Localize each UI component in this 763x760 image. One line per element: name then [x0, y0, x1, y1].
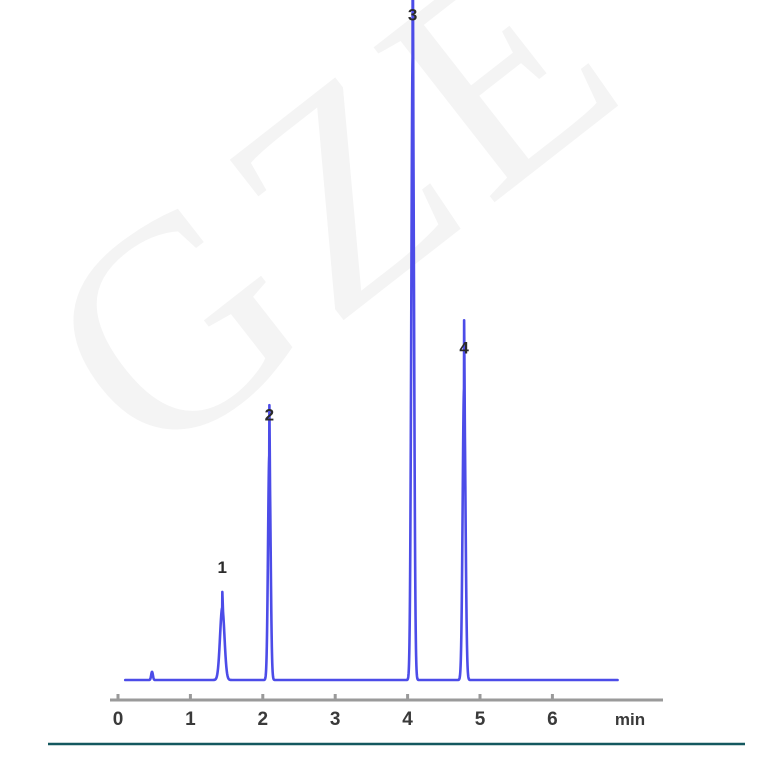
x-axis-tick-label: 0: [113, 709, 124, 730]
peak-number-label: 4: [459, 338, 469, 357]
detector-signal-trace: [123, 0, 619, 682]
x-axis-unit-label: min: [615, 710, 645, 729]
x-axis-tick-label: 4: [402, 709, 413, 730]
x-axis-ticks: 0 1 2 3 4 5 6: [113, 694, 558, 730]
peak-number-label: 1: [218, 558, 227, 577]
x-axis-tick-label: 5: [475, 709, 486, 730]
x-axis-tick-label: 2: [258, 709, 269, 730]
x-axis-tick-label: 6: [547, 709, 558, 730]
x-axis-tick-label: 3: [330, 709, 341, 730]
peak-number-label: 3: [408, 6, 417, 25]
x-axis-tick-label: 1: [185, 709, 196, 730]
peak-number-label: 2: [265, 406, 274, 425]
peak-labels: 1 2 3 4: [218, 6, 470, 578]
